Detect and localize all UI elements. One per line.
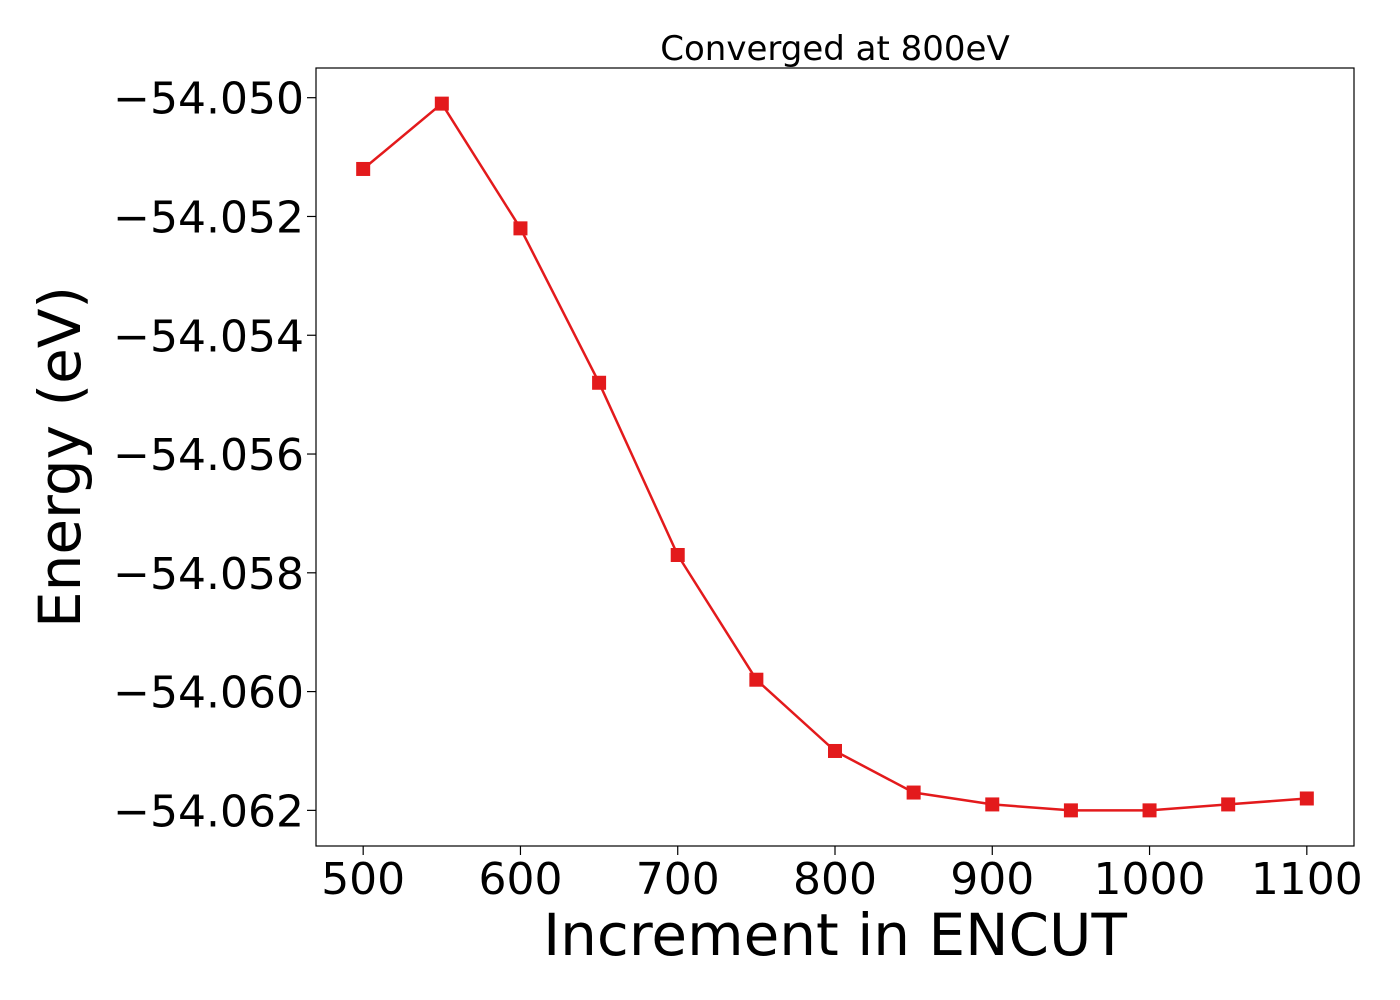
- data-point-marker: [670, 547, 685, 562]
- data-point-marker: [1221, 797, 1236, 812]
- y-tick-label: −54.060: [113, 668, 304, 719]
- chart-title: Converged at 800eV: [660, 29, 1009, 69]
- y-tick-label: −54.062: [113, 786, 304, 837]
- data-point-marker: [1142, 803, 1157, 818]
- data-point-marker: [1299, 791, 1314, 806]
- data-point-marker: [592, 375, 607, 390]
- y-tick-label: −54.054: [113, 311, 304, 362]
- y-axis-ticks: −54.050 −54.052 −54.054 −54.056 −54.058 −54.0…: [113, 74, 316, 837]
- x-tick-label: 800: [793, 854, 877, 905]
- data-point-marker: [749, 672, 764, 687]
- series-line: [362, 102, 1307, 812]
- data-point-marker: [828, 743, 842, 758]
- y-tick-label: −54.052: [113, 192, 304, 243]
- x-tick-label: 900: [950, 854, 1034, 905]
- x-tick-label: 600: [478, 854, 562, 905]
- data-point-marker: [906, 785, 921, 800]
- y-tick-label: −54.058: [113, 549, 304, 600]
- y-tick-label: −54.050: [113, 74, 304, 125]
- energy-series: [356, 96, 1314, 818]
- data-point-marker: [985, 797, 1000, 812]
- x-axis-label: Increment in ENCUT: [543, 901, 1127, 969]
- y-tick-label: −54.056: [113, 430, 304, 481]
- y-axis-label: Energy (eV): [26, 286, 94, 628]
- plot-frame: [315, 67, 1355, 847]
- data-point-marker: [434, 96, 449, 111]
- data-point-marker: [356, 161, 371, 176]
- x-axis-ticks: 500 600 700 800 900 1000 1100: [321, 846, 1363, 905]
- data-point-marker: [513, 221, 528, 236]
- x-tick-label: 700: [636, 854, 720, 905]
- x-tick-label: 500: [321, 854, 405, 905]
- data-point-marker: [1063, 803, 1078, 818]
- x-tick-label: 1100: [1251, 854, 1363, 905]
- x-tick-label: 1000: [1094, 854, 1206, 905]
